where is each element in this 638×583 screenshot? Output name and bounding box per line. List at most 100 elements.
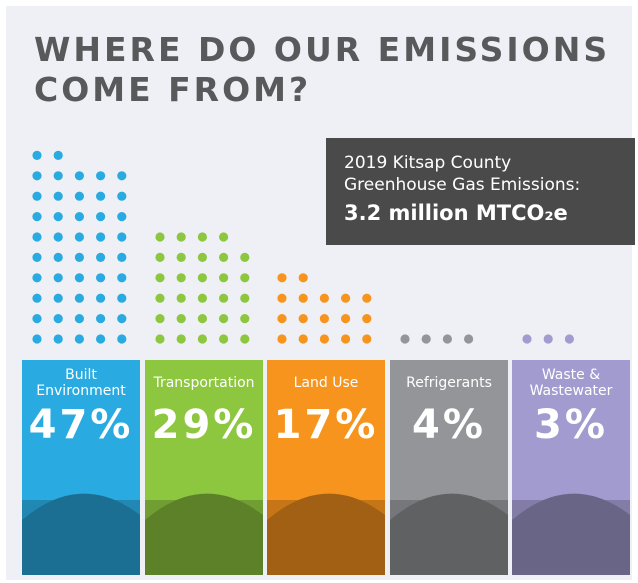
dot <box>155 273 164 282</box>
dot <box>219 232 228 241</box>
dot <box>32 171 41 180</box>
dot <box>277 294 286 303</box>
dot <box>219 334 228 343</box>
dot <box>277 334 286 343</box>
infographic: WHERE DO OUR EMISSIONS COME FROM? 2019 K… <box>0 0 638 583</box>
dot <box>54 232 63 241</box>
dot <box>240 314 249 323</box>
dot <box>75 232 84 241</box>
dot <box>32 253 41 262</box>
dot <box>341 314 350 323</box>
dot <box>198 232 207 241</box>
value-label: 47% <box>22 402 140 448</box>
subtitle-line: 2019 Kitsap County <box>344 152 635 174</box>
category-label: Land Use <box>267 364 385 402</box>
dot <box>96 232 105 241</box>
dot <box>117 334 126 343</box>
dot <box>32 192 41 201</box>
dot <box>219 273 228 282</box>
dot <box>75 171 84 180</box>
dot <box>54 253 63 262</box>
dot <box>75 212 84 221</box>
dot <box>54 334 63 343</box>
dot <box>362 294 371 303</box>
dot-group <box>522 334 574 343</box>
dot <box>198 314 207 323</box>
dot <box>177 273 186 282</box>
dot <box>320 334 329 343</box>
dot <box>96 212 105 221</box>
dot <box>32 334 41 343</box>
dot <box>155 294 164 303</box>
dot <box>219 294 228 303</box>
dot <box>240 334 249 343</box>
subtitle-line: Greenhouse Gas Emissions: <box>344 174 635 196</box>
dot <box>219 314 228 323</box>
value-label: 4% <box>390 402 508 448</box>
dot <box>177 314 186 323</box>
dot <box>32 294 41 303</box>
dot <box>464 334 473 343</box>
title-line: COME FROM? <box>34 70 311 110</box>
summary-box: 2019 Kitsap County Greenhouse Gas Emissi… <box>326 138 635 245</box>
dot <box>198 294 207 303</box>
dot <box>320 314 329 323</box>
dot <box>32 314 41 323</box>
dot <box>240 253 249 262</box>
dot <box>299 334 308 343</box>
dot <box>443 334 452 343</box>
dot <box>117 171 126 180</box>
dot <box>96 192 105 201</box>
dot <box>198 273 207 282</box>
dot <box>155 232 164 241</box>
dot <box>544 334 553 343</box>
dot <box>96 294 105 303</box>
dot <box>75 253 84 262</box>
dot <box>155 334 164 343</box>
dot <box>75 334 84 343</box>
dot <box>96 253 105 262</box>
dot <box>54 294 63 303</box>
dot <box>117 314 126 323</box>
dot <box>177 232 186 241</box>
dot <box>54 151 63 160</box>
dot <box>32 151 41 160</box>
category-label: Transportation <box>145 364 263 402</box>
value-label: 29% <box>145 402 263 448</box>
dot <box>32 232 41 241</box>
dot <box>198 334 207 343</box>
dot <box>96 273 105 282</box>
dot <box>54 273 63 282</box>
dot <box>362 334 371 343</box>
dot <box>277 273 286 282</box>
total-emissions: 3.2 million MTCO₂e <box>344 198 635 228</box>
dot <box>75 273 84 282</box>
dot <box>155 253 164 262</box>
dot <box>96 334 105 343</box>
dot <box>117 294 126 303</box>
dot <box>75 294 84 303</box>
dot <box>96 171 105 180</box>
dot <box>177 253 186 262</box>
dot <box>198 253 207 262</box>
dot <box>362 314 371 323</box>
dot <box>219 253 228 262</box>
dot <box>117 232 126 241</box>
dot <box>177 334 186 343</box>
dot <box>299 273 308 282</box>
dot <box>54 192 63 201</box>
category-label: Built Environment <box>22 364 140 402</box>
dot <box>117 253 126 262</box>
dot <box>96 314 105 323</box>
value-label: 3% <box>512 402 630 448</box>
dot <box>565 334 574 343</box>
dot <box>422 334 431 343</box>
category-label: Refrigerants <box>390 364 508 402</box>
dot <box>177 294 186 303</box>
dot <box>54 212 63 221</box>
dot <box>341 334 350 343</box>
dot <box>75 314 84 323</box>
dot <box>240 294 249 303</box>
dot <box>277 314 286 323</box>
dot <box>400 334 409 343</box>
